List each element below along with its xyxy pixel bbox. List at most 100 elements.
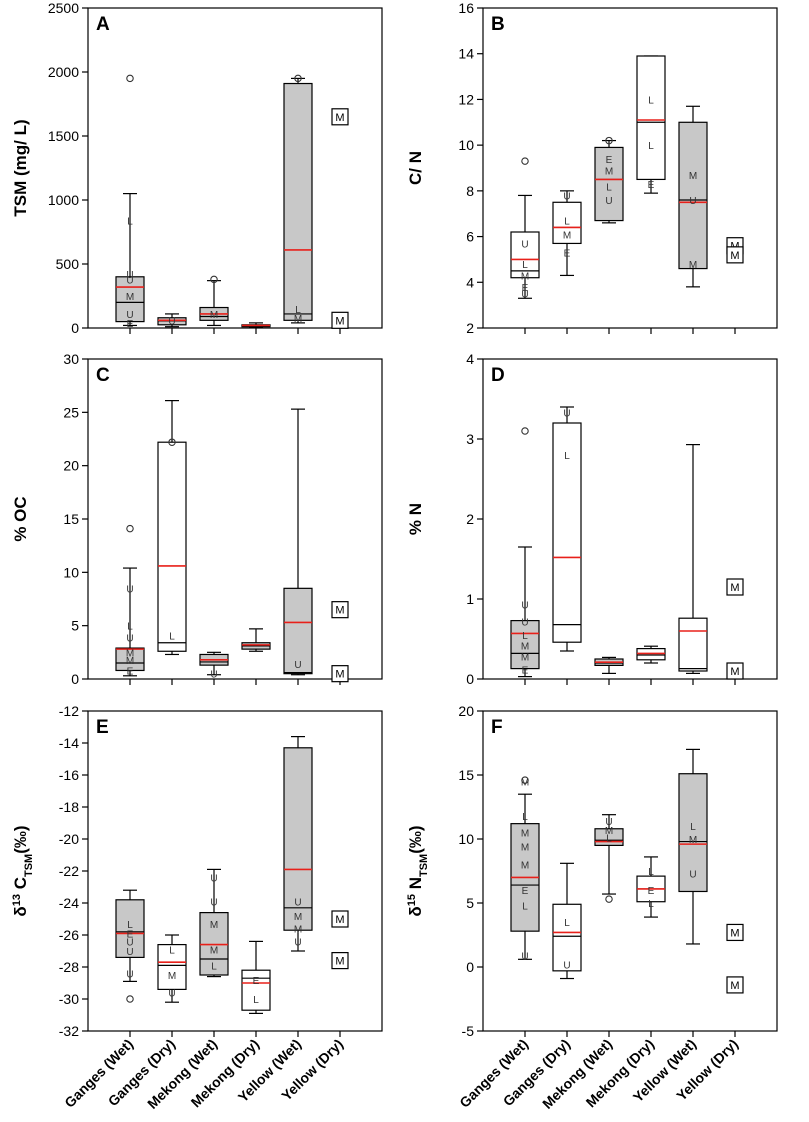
y-tick-label: 2500	[48, 0, 79, 16]
box-body	[241, 969, 271, 1011]
y-axis-title-symbol: δ	[406, 906, 425, 916]
y-axis-title: δ13 CTSM(‰)	[11, 825, 35, 916]
y-tick-label: 0	[71, 671, 79, 687]
single-sample-box	[726, 662, 744, 680]
box-mekong-dry: LEL	[636, 856, 666, 918]
sample-marker: U	[126, 310, 133, 321]
sample-marker: U	[689, 870, 696, 881]
y-tick-label: -32	[59, 1023, 79, 1039]
sample-marker: L	[127, 216, 133, 227]
y-tick-label: 20	[63, 458, 79, 474]
single-sample-box	[331, 311, 349, 329]
single-sample-marker: M	[331, 108, 349, 126]
box-body	[594, 146, 624, 222]
box-body	[678, 121, 708, 270]
sample-marker: L	[127, 622, 133, 633]
outlier-point	[605, 895, 613, 903]
sample-marker: L	[690, 822, 696, 833]
sample-marker: L	[564, 451, 570, 462]
box-ganges-dry: LU	[552, 862, 582, 980]
y-tick-label: 0	[466, 959, 474, 975]
sample-marker: U	[126, 969, 133, 980]
sample-marker: U	[126, 937, 133, 948]
y-tick-label: 2	[466, 320, 474, 336]
y-tick-label: -18	[59, 799, 79, 815]
y-axis-title-isotope: 13	[11, 894, 23, 906]
single-sample-marker: M	[726, 246, 744, 264]
sample-marker: U	[294, 937, 301, 948]
y-tick-label: -26	[59, 927, 79, 943]
sample-marker: M	[210, 920, 218, 931]
sample-marker: M	[521, 271, 529, 282]
sample-marker: U	[521, 601, 528, 612]
box-mekong-wet	[594, 656, 624, 675]
sample-marker: U	[563, 191, 570, 202]
box-yellow-wet: LM	[283, 74, 313, 325]
y-tick-label: 30	[63, 351, 79, 367]
single-sample-label: M	[335, 605, 344, 617]
plot-frame	[482, 7, 778, 329]
sample-marker: U	[210, 670, 217, 681]
sample-marker: L	[648, 95, 654, 106]
box-body	[157, 943, 187, 990]
sample-marker: E	[127, 319, 134, 330]
sample-marker: M	[210, 945, 218, 956]
y-tick-label: -28	[59, 959, 79, 975]
y-axis-title-unit: (‰)	[406, 825, 425, 853]
box-mekong-wet: M	[199, 275, 229, 327]
outlier-point	[210, 275, 218, 284]
sample-marker: L	[169, 945, 175, 956]
sample-marker: U	[521, 617, 528, 628]
single-sample-label: M	[730, 582, 739, 594]
single-sample-box	[726, 976, 744, 994]
single-sample-box	[331, 951, 349, 970]
sample-marker: E	[522, 886, 529, 897]
sample-marker: M	[168, 971, 176, 982]
sample-marker: L	[522, 812, 528, 823]
outlier-point	[521, 157, 529, 165]
sample-marker: L	[211, 961, 217, 972]
y-tick-label: 1500	[48, 128, 79, 144]
sample-marker: U	[294, 897, 301, 908]
outlier-point	[521, 427, 529, 435]
y-tick-label: 0	[71, 320, 79, 336]
outlier-point	[168, 438, 176, 446]
y-axis-title-symbol: δ	[11, 906, 30, 916]
sample-marker: L	[253, 995, 259, 1006]
box-body	[157, 441, 187, 652]
sample-marker: M	[521, 861, 529, 872]
panel-letter: D	[491, 365, 505, 386]
y-tick-label: -14	[59, 735, 79, 751]
sample-marker: E	[522, 665, 529, 676]
box-ganges-dry: L	[157, 400, 187, 656]
box-yellow-wet: M U M	[678, 105, 708, 288]
sample-marker: E	[253, 976, 260, 987]
panel-letter: A	[96, 14, 110, 35]
box-body	[115, 647, 145, 672]
box-mekong-dry	[241, 322, 271, 328]
y-tick-label: -12	[59, 703, 79, 719]
sample-marker: L	[295, 305, 301, 316]
single-sample-label: M	[730, 666, 739, 678]
y-tick-label: -16	[59, 767, 79, 783]
y-tick-label: 12	[458, 91, 474, 107]
y-tick-label: 10	[458, 137, 474, 153]
sample-marker: L	[169, 631, 175, 642]
single-sample-box	[331, 108, 349, 126]
single-sample-box	[331, 910, 349, 928]
sample-marker: U	[126, 947, 133, 958]
sample-marker: E	[606, 155, 613, 166]
y-axis-title: % N	[406, 503, 425, 535]
y-tick-label: 1	[466, 591, 474, 607]
sample-marker: L	[564, 217, 570, 228]
sample-marker: M	[521, 653, 529, 664]
